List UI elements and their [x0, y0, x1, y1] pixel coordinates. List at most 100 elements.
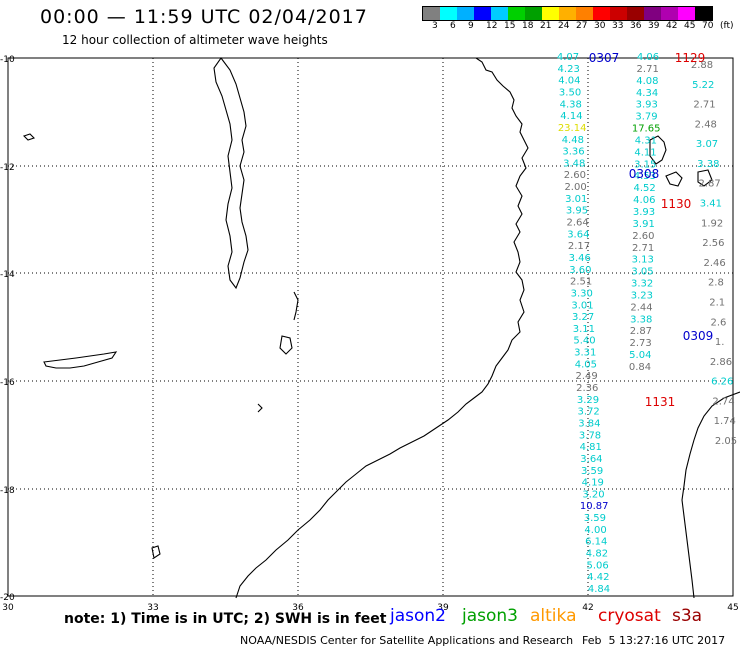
- swh-value: 4.19: [582, 478, 604, 489]
- swh-value: 3.23: [631, 290, 653, 301]
- map-frame: [7, 57, 734, 597]
- satellite-s3a: s3a: [672, 606, 703, 626]
- scale-label: 6: [450, 21, 456, 31]
- generation-timestamp: Feb 5 13:27:16 UTC 2017: [582, 634, 726, 647]
- swh-value: 3.13: [632, 255, 654, 266]
- swh-value: 3.93: [636, 100, 658, 111]
- swh-value: 4.81: [580, 442, 602, 453]
- scale-label: 18: [522, 21, 534, 31]
- swh-value: 2.46: [703, 258, 725, 269]
- river-segment: [293, 291, 299, 321]
- scale-label: 12: [486, 21, 498, 31]
- scale-label: 15: [504, 21, 516, 31]
- lat-label: -20: [0, 593, 15, 603]
- pass-label: 0309: [683, 329, 714, 343]
- scale-swatch: [576, 7, 593, 20]
- lon-label: 45: [727, 603, 738, 613]
- scale-label: 36: [630, 21, 642, 31]
- scale-swatch: [542, 7, 559, 20]
- map-subtitle: 12 hour collection of altimeter wave hei…: [62, 33, 328, 47]
- swh-value: 17.65: [632, 124, 661, 135]
- swh-value: 2.1: [709, 297, 725, 308]
- pass-label: 0308: [629, 167, 660, 181]
- swh-value: 4.06: [633, 195, 655, 206]
- scale-swatch: [593, 7, 610, 20]
- scale-swatch: [457, 7, 474, 20]
- lon-label: 36: [292, 603, 304, 613]
- swh-value: 4.31: [635, 135, 657, 146]
- swh-value: 3.29: [577, 395, 599, 406]
- comoros-island-1: [649, 135, 667, 165]
- swh-value: 3.95: [566, 206, 588, 217]
- swh-value: 4.23: [558, 64, 580, 75]
- swh-value: 2.71: [637, 64, 659, 75]
- swh-value: 3.64: [567, 229, 589, 240]
- scale-swatch: [559, 7, 576, 20]
- swh-value: 4.11: [634, 147, 656, 158]
- swh-value: 2.87: [630, 326, 652, 337]
- scale-swatch: [661, 7, 678, 20]
- pass-label: 1129: [675, 51, 706, 65]
- swh-value: 3.32: [631, 279, 653, 290]
- swh-value: 3.27: [572, 312, 594, 323]
- swh-value: 3.93: [633, 207, 655, 218]
- swh-value: 2.71: [693, 100, 715, 111]
- swh-value: 3.41: [700, 199, 722, 210]
- lat-label: -12: [0, 163, 15, 173]
- swh-value: 1.92: [701, 218, 723, 229]
- scale-swatch: [491, 7, 508, 20]
- swh-value: 2.00: [564, 182, 586, 193]
- scale-swatch: [508, 7, 525, 20]
- mayotte-island: [697, 169, 713, 187]
- scale-swatch: [423, 7, 440, 20]
- lake-kariba: [43, 351, 118, 369]
- swh-value: 2.36: [576, 383, 598, 394]
- swh-value: 3.84: [578, 418, 600, 429]
- swh-value: 2.74: [712, 396, 734, 407]
- color-scale-labels: 3 6 9 12 15 18 21 24 27 30 33 36 39 42 45 70 (ft): [422, 21, 734, 35]
- swh-value: 2.44: [630, 302, 652, 313]
- swh-value: 3.31: [574, 348, 596, 359]
- swh-value: 2.05: [715, 436, 737, 447]
- swh-value: 23.14: [558, 123, 587, 134]
- scale-swatch: [440, 7, 457, 20]
- coastline: [22, 57, 740, 599]
- swh-value: 3.72: [578, 407, 600, 418]
- swh-value: 3.48: [563, 158, 585, 169]
- swh-value: 3.91: [633, 219, 655, 230]
- swh-value: 2.51: [570, 277, 592, 288]
- swh-value: 5.04: [629, 350, 651, 361]
- scale-label: 24: [558, 21, 570, 31]
- swh-value: 4.84: [588, 584, 610, 595]
- swh-value: 4.34: [636, 88, 658, 99]
- lat-label: -16: [0, 378, 15, 388]
- swh-value: 4.04: [558, 76, 580, 87]
- lon-label: 30: [2, 603, 14, 613]
- swh-value: 2.86: [710, 357, 732, 368]
- swh-value: 3.60: [569, 265, 591, 276]
- scale-swatch: [678, 7, 695, 20]
- swh-value: 2.56: [702, 238, 724, 249]
- swh-value: 2.73: [629, 338, 651, 349]
- swh-value: 4.08: [636, 76, 658, 87]
- credit-line: NOAA/NESDIS Center for Satellite Applica…: [240, 634, 574, 647]
- lake-malawi: [213, 57, 249, 290]
- swh-value: 2.60: [632, 231, 654, 242]
- swh-value: 4.53: [634, 171, 656, 182]
- swh-value: 2.71: [632, 243, 654, 254]
- map-title: 00:00 — 11:59 UTC 02/04/2017: [40, 6, 368, 28]
- swh-value: 2.60: [564, 170, 586, 181]
- swh-value: 4.82: [586, 549, 608, 560]
- swh-value: 5.40: [573, 336, 595, 347]
- satellite-jason3: jason3: [462, 606, 518, 626]
- scale-swatch: [610, 7, 627, 20]
- scale-label: (ft): [720, 21, 734, 31]
- scale-label: 9: [468, 21, 474, 31]
- swh-value: 4.52: [633, 183, 655, 194]
- inland-feature-2: [151, 545, 161, 559]
- swh-value: 3.05: [631, 267, 653, 278]
- comoros-island-2: [665, 171, 683, 187]
- swh-value: 3.46: [569, 253, 591, 264]
- scale-label: 39: [648, 21, 660, 31]
- scale-label: 27: [576, 21, 588, 31]
